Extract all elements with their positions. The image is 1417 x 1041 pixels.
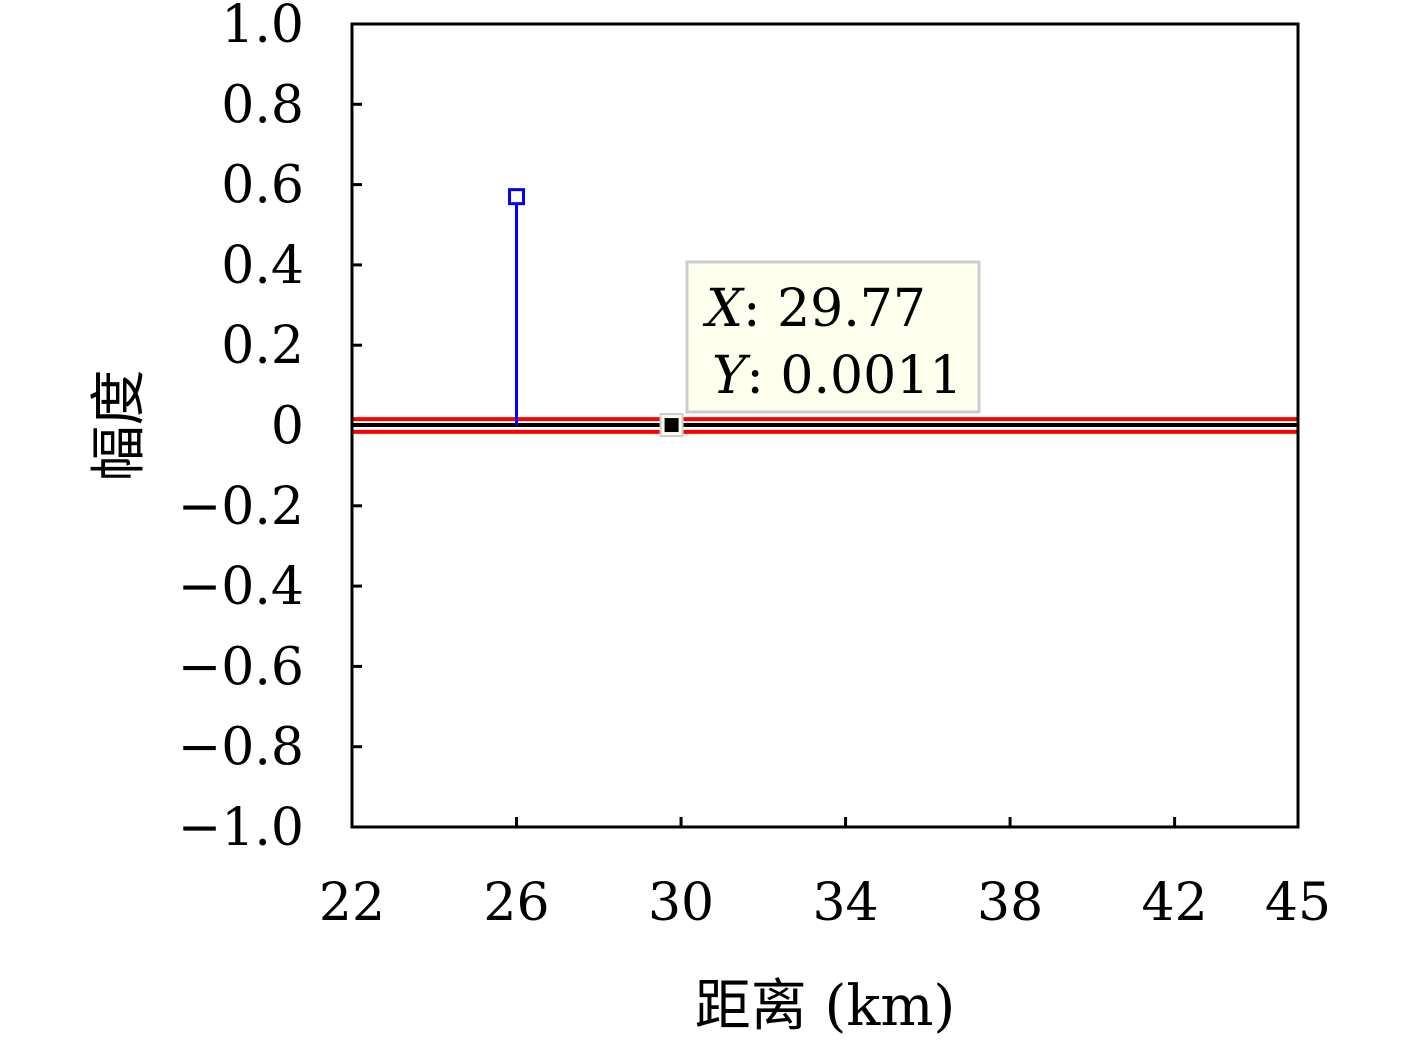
datatip-x-line: X: 29.77: [702, 279, 926, 339]
x-axis: 22 26 30 34 38 42 45: [319, 817, 1331, 933]
y-tick-label: 0: [271, 397, 304, 457]
x-tick-label: 42: [1142, 873, 1208, 933]
plot-layer: [352, 188, 1298, 438]
x-tick-label: 45: [1265, 873, 1331, 933]
y-tick-label: 0.8: [221, 75, 304, 135]
y-tick-label: −0.6: [178, 637, 304, 697]
y-axis: −1.0 −0.8 −0.6 −0.4 −0.2 0 0.2 0.4 0.6 0.8 1.0: [178, 0, 362, 858]
datatip-marker: [664, 418, 679, 433]
x-tick-label: 22: [319, 873, 385, 933]
datatip-box: [685, 260, 981, 414]
x-tick-label: 26: [483, 873, 549, 933]
y-tick-label: 0.2: [221, 316, 304, 376]
y-tick-label: −0.8: [178, 718, 304, 778]
stem-marker: [508, 188, 526, 206]
datatip-y-line: Y: 0.0011: [712, 346, 962, 406]
y-tick-label: 0.6: [221, 156, 304, 216]
y-tick-label: −0.4: [178, 557, 304, 617]
datatip-x-value: : 29.77: [743, 279, 926, 339]
x-axis-title: 距离 (km): [695, 974, 956, 1039]
y-tick-label: 0.4: [221, 236, 304, 296]
y-axis-title: 幅度: [87, 370, 152, 482]
datatip-x-key: X: [702, 279, 745, 339]
y-tick-label: −0.2: [178, 477, 304, 537]
datatip-y-value: : 0.0011: [746, 346, 962, 406]
datatip-y-key: Y: [712, 346, 751, 406]
datatip: X: 29.77 Y: 0.0011: [685, 260, 981, 414]
x-tick-label: 30: [648, 873, 714, 933]
x-tick-label: 38: [977, 873, 1043, 933]
x-tick-label: 34: [812, 873, 878, 933]
y-tick-label: 1.0: [221, 0, 304, 55]
y-tick-label: −1.0: [178, 798, 304, 858]
